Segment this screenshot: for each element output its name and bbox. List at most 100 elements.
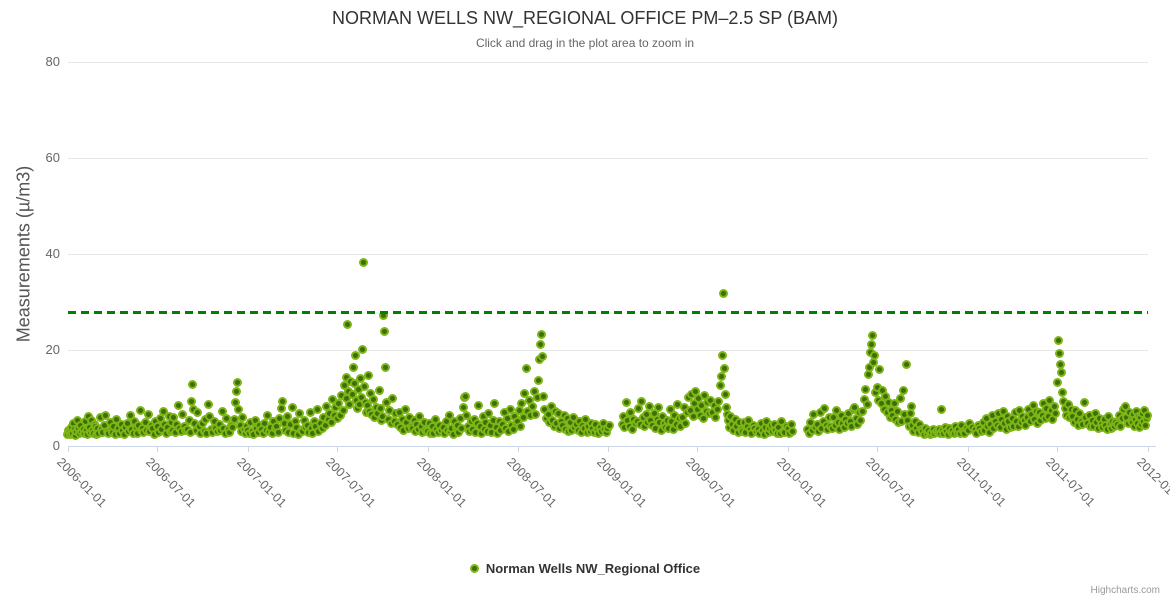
- data-point[interactable]: [233, 378, 243, 388]
- data-point[interactable]: [1116, 422, 1126, 432]
- data-point[interactable]: [681, 418, 691, 428]
- data-point[interactable]: [537, 330, 547, 340]
- data-point[interactable]: [203, 399, 213, 409]
- data-point[interactable]: [716, 371, 726, 381]
- data-point[interactable]: [1056, 368, 1066, 378]
- data-point[interactable]: [193, 408, 203, 418]
- data-point[interactable]: [715, 381, 725, 390]
- data-point[interactable]: [534, 375, 544, 385]
- data-point[interactable]: [278, 396, 288, 406]
- data-point[interactable]: [861, 384, 871, 394]
- data-point[interactable]: [867, 340, 877, 350]
- plot-area[interactable]: [63, 62, 1152, 446]
- data-point[interactable]: [788, 426, 798, 436]
- data-point[interactable]: [898, 386, 908, 396]
- data-point[interactable]: [1079, 397, 1089, 407]
- data-point[interactable]: [515, 421, 525, 431]
- data-point[interactable]: [820, 404, 830, 414]
- x-axis-tick: [697, 447, 699, 452]
- data-point[interactable]: [868, 331, 878, 341]
- data-point[interactable]: [870, 350, 880, 360]
- data-point[interactable]: [1055, 359, 1065, 369]
- data-point[interactable]: [490, 398, 500, 408]
- gridline: [68, 254, 1148, 255]
- data-point[interactable]: [178, 410, 188, 420]
- data-point[interactable]: [364, 371, 374, 381]
- credits-link[interactable]: Highcharts.com: [1090, 585, 1160, 596]
- data-point[interactable]: [717, 351, 727, 361]
- data-point[interactable]: [539, 391, 549, 401]
- data-point[interactable]: [358, 258, 368, 268]
- data-point[interactable]: [338, 406, 348, 416]
- data-point[interactable]: [350, 350, 360, 360]
- data-point[interactable]: [711, 413, 721, 423]
- data-point[interactable]: [474, 400, 484, 410]
- data-point[interactable]: [889, 398, 899, 408]
- data-point[interactable]: [714, 396, 724, 406]
- data-point[interactable]: [379, 326, 389, 336]
- legend-item-series[interactable]: Norman Wells NW_Regional Office: [469, 561, 700, 576]
- data-point[interactable]: [380, 362, 390, 372]
- y-axis-label: 20: [45, 342, 60, 357]
- data-point[interactable]: [444, 411, 454, 421]
- x-axis-tick: [1148, 447, 1149, 452]
- data-point[interactable]: [355, 374, 365, 384]
- data-point[interactable]: [604, 421, 614, 431]
- data-point[interactable]: [1051, 409, 1061, 419]
- data-point[interactable]: [712, 404, 722, 414]
- data-point[interactable]: [718, 288, 728, 298]
- data-point[interactable]: [862, 400, 872, 410]
- chart-title: NORMAN WELLS NW_REGIONAL OFFICE PM–2.5 S…: [331, 8, 839, 28]
- data-point[interactable]: [287, 402, 297, 412]
- data-point[interactable]: [654, 403, 664, 413]
- data-point[interactable]: [536, 340, 546, 350]
- data-point[interactable]: [520, 388, 530, 398]
- data-point[interactable]: [229, 414, 239, 424]
- data-point[interactable]: [238, 413, 248, 423]
- chart-subtitle: Click and drag in the plot area to zoom …: [475, 36, 695, 50]
- data-point[interactable]: [348, 363, 358, 373]
- data-point[interactable]: [263, 410, 273, 420]
- data-point[interactable]: [906, 401, 916, 411]
- data-point[interactable]: [531, 409, 541, 419]
- data-point[interactable]: [895, 394, 905, 404]
- data-point[interactable]: [858, 406, 868, 416]
- data-point[interactable]: [460, 392, 470, 402]
- data-point[interactable]: [1053, 335, 1063, 345]
- data-point[interactable]: [359, 382, 369, 392]
- data-point[interactable]: [400, 405, 410, 415]
- x-axis-label: 2006-01-01: [54, 455, 110, 511]
- data-point[interactable]: [538, 351, 548, 361]
- data-point[interactable]: [343, 320, 353, 330]
- data-point[interactable]: [621, 398, 631, 408]
- data-point[interactable]: [644, 402, 654, 412]
- data-point[interactable]: [312, 405, 322, 414]
- x-axis-line: [68, 446, 1156, 447]
- data-point[interactable]: [719, 363, 729, 373]
- x-axis-label: 2011-07-01: [1043, 455, 1098, 510]
- data-point[interactable]: [901, 359, 911, 369]
- data-point[interactable]: [936, 404, 946, 414]
- data-point[interactable]: [357, 345, 367, 355]
- data-point[interactable]: [101, 410, 111, 420]
- data-point[interactable]: [1054, 348, 1064, 358]
- data-point[interactable]: [875, 364, 885, 374]
- data-point[interactable]: [1142, 411, 1152, 421]
- data-point[interactable]: [143, 409, 153, 419]
- data-point[interactable]: [1057, 388, 1067, 398]
- data-point[interactable]: [388, 393, 398, 403]
- data-point[interactable]: [232, 387, 242, 397]
- data-point[interactable]: [188, 379, 198, 389]
- data-point[interactable]: [720, 390, 730, 400]
- data-point[interactable]: [637, 396, 647, 406]
- data-point[interactable]: [334, 398, 344, 408]
- data-point[interactable]: [158, 406, 168, 416]
- data-point[interactable]: [374, 386, 384, 396]
- data-point[interactable]: [856, 416, 866, 426]
- y-axis-label: 80: [45, 54, 60, 69]
- data-point[interactable]: [1052, 378, 1062, 388]
- data-point[interactable]: [521, 363, 531, 373]
- data-point[interactable]: [282, 411, 292, 421]
- x-axis-tick: [68, 447, 69, 452]
- data-point[interactable]: [173, 401, 183, 411]
